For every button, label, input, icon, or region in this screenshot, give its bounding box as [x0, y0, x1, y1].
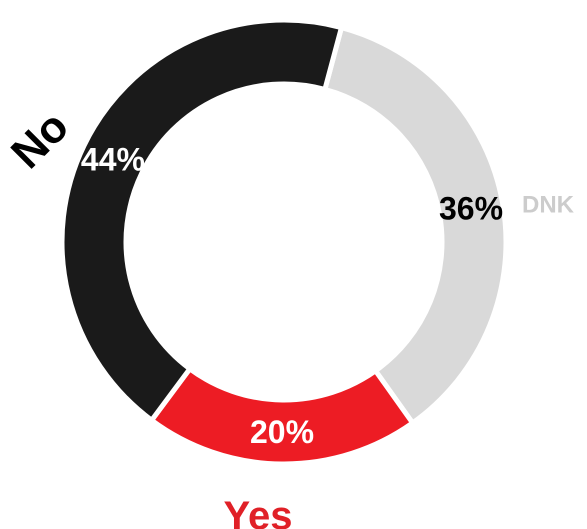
- slice-dnk: [321, 24, 509, 427]
- value-label-dnk: 36%: [439, 190, 503, 226]
- category-label-no: No: [2, 102, 78, 178]
- value-label-yes: 20%: [250, 414, 314, 450]
- category-label-dnk: DNK: [522, 192, 575, 219]
- value-label-no: 44%: [81, 141, 145, 177]
- slice-no: [59, 17, 345, 424]
- category-label-yes: Yes: [224, 494, 293, 529]
